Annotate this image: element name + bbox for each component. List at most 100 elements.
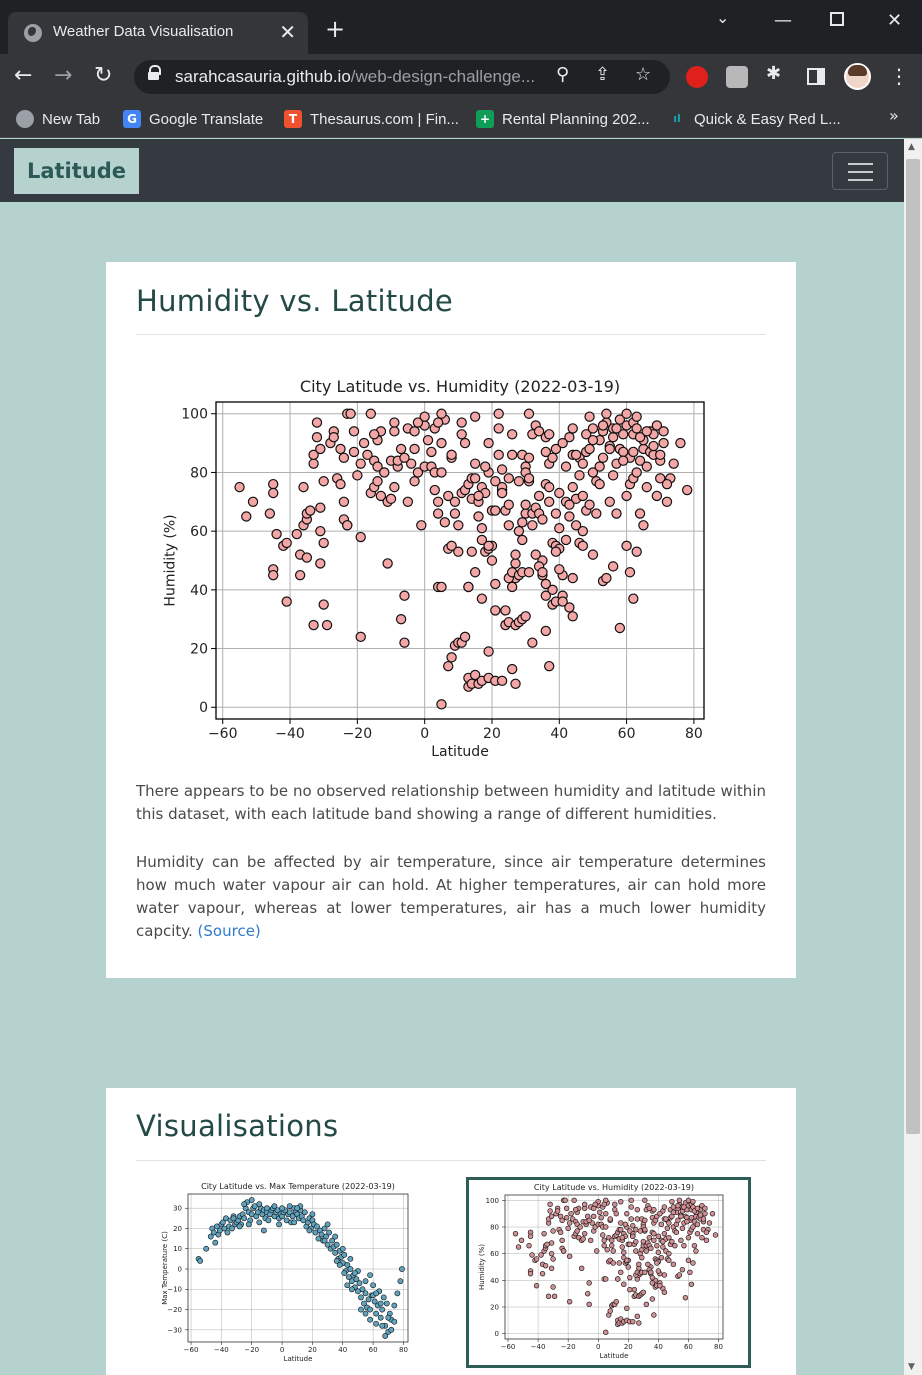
data-point [694,1205,701,1212]
x-tick-label: 20 [483,726,501,742]
data-point [279,1205,285,1212]
data-point [436,408,447,419]
data-point [247,496,259,507]
side-panel-icon[interactable] [807,68,825,85]
scroll-up-icon[interactable]: ▲ [908,142,915,152]
data-point [657,1282,663,1289]
data-point [493,423,504,434]
humidity-card: Humidity vs. Latitude −60 −40 −20 0 20 40 60 80… [106,262,796,978]
data-point [483,646,494,657]
page-scrollbar[interactable]: ▲ ▼ [904,139,922,1375]
data-point [601,1242,607,1249]
profile-avatar[interactable] [844,63,871,90]
address-bar[interactable]: sarahcasauria.github.io/web-design-chall… [134,60,670,94]
data-point [276,1221,282,1228]
zoom-icon[interactable]: ⚲ [556,64,570,85]
thumbnail-selected-frame[interactable]: −60 −40 −20 0 20 40 60 80 0 20 40 60 80 100 City Latit… [466,1177,751,1368]
y-tick-label: 40 [190,583,208,599]
data-point [567,423,578,434]
data-point [574,1228,580,1234]
data-point [382,558,393,569]
data-point [365,1296,372,1303]
y-tick-label: 40 [490,1277,499,1285]
star-icon[interactable]: ☆ [635,64,652,85]
minimize-icon[interactable]: — [774,10,792,31]
data-point [554,523,565,534]
navbar-toggler[interactable] [832,152,888,190]
data-point [566,1220,573,1226]
data-point [672,1242,678,1249]
adblock-extension-icon[interactable] [686,66,708,88]
data-point [329,1237,336,1244]
data-point [527,1233,534,1240]
extension-h-icon[interactable] [726,66,748,88]
data-point [611,508,622,519]
bookmark-rental-planning[interactable]: + Rental Planning 202... [476,108,650,130]
data-point [557,596,568,607]
tab-search-icon[interactable]: ⌄ [716,8,730,27]
back-arrow-icon[interactable]: ← [14,63,33,88]
new-tab-icon[interactable]: + [325,15,346,43]
bookmark-new-tab[interactable]: New Tab [16,108,100,130]
data-point [543,481,555,493]
data-point [379,1322,386,1329]
window-close-icon[interactable]: ✕ [887,10,903,31]
data-point [614,414,626,425]
data-point [399,637,410,648]
menu-kebab-icon[interactable]: ⋮ [889,64,909,88]
data-point [367,1306,373,1313]
data-point [627,1286,633,1293]
data-point [367,1272,373,1278]
data-point [301,1209,308,1216]
reload-icon[interactable]: ↻ [94,63,113,88]
data-point [527,520,538,531]
thumbnail-humidity[interactable]: −60 −40 −20 0 20 40 60 80 0 20 40 60 80 100 City Latit… [471,1181,746,1364]
data-point [687,1269,693,1276]
data-point [260,1227,267,1234]
data-point [547,1201,553,1208]
tab-close-icon[interactable]: ✕ [279,20,296,44]
data-point [690,1260,696,1266]
data-point [503,520,514,531]
maximize-icon[interactable] [830,12,844,26]
data-point [613,1210,619,1217]
bookmark-google-translate[interactable]: G Google Translate [123,108,263,130]
share-icon[interactable]: ⇪ [595,64,611,85]
data-point [636,1261,642,1268]
data-point [658,1254,665,1261]
browser-tab[interactable]: Weather Data Visualisation ✕ [8,12,308,54]
thumbnail-max-temperature[interactable]: −60 −40 −20 0 20 40 60 80 −30 −20 −10 0 10 20 30 City L… [150,1180,420,1370]
data-point [678,1213,684,1220]
data-point [321,1237,328,1244]
data-point [669,1198,675,1205]
data-point [607,561,619,572]
bookmark-thesaurus[interactable]: T Thesaurus.com | Fin... [284,108,459,130]
x-tick-label: 60 [618,726,636,742]
data-point [648,440,659,452]
data-point [690,1198,696,1205]
bookmark-quick-easy[interactable]: ıl Quick & Easy Red L... [668,108,841,130]
data-point [661,496,673,507]
data-point [336,1262,343,1268]
bookmarks-overflow-icon[interactable]: » [889,106,899,125]
data-point [473,511,484,522]
data-point [657,1210,663,1217]
x-tick-label: −60 [184,1346,199,1354]
humidity-latitude-chart: −60 −40 −20 0 20 40 60 80 0 20 40 60 80 100 City Latit… [163,377,705,760]
data-point [566,1298,573,1305]
scroll-down-icon[interactable]: ▼ [908,1362,915,1372]
data-point [631,467,642,478]
navbar-brand[interactable]: Latitude [14,148,139,194]
source-link[interactable]: (Source) [197,922,261,940]
data-point [271,528,282,540]
data-point [663,1216,669,1222]
puzzle-extensions-icon[interactable]: ✱ [766,63,782,84]
data-point [469,411,481,422]
scrollbar-thumb[interactable] [906,159,920,1134]
data-point [533,1282,540,1289]
data-point [533,1256,540,1262]
data-point [560,461,572,472]
forward-arrow-icon[interactable]: → [54,63,73,88]
x-tick-label: 0 [596,1343,600,1351]
data-point [328,432,339,443]
